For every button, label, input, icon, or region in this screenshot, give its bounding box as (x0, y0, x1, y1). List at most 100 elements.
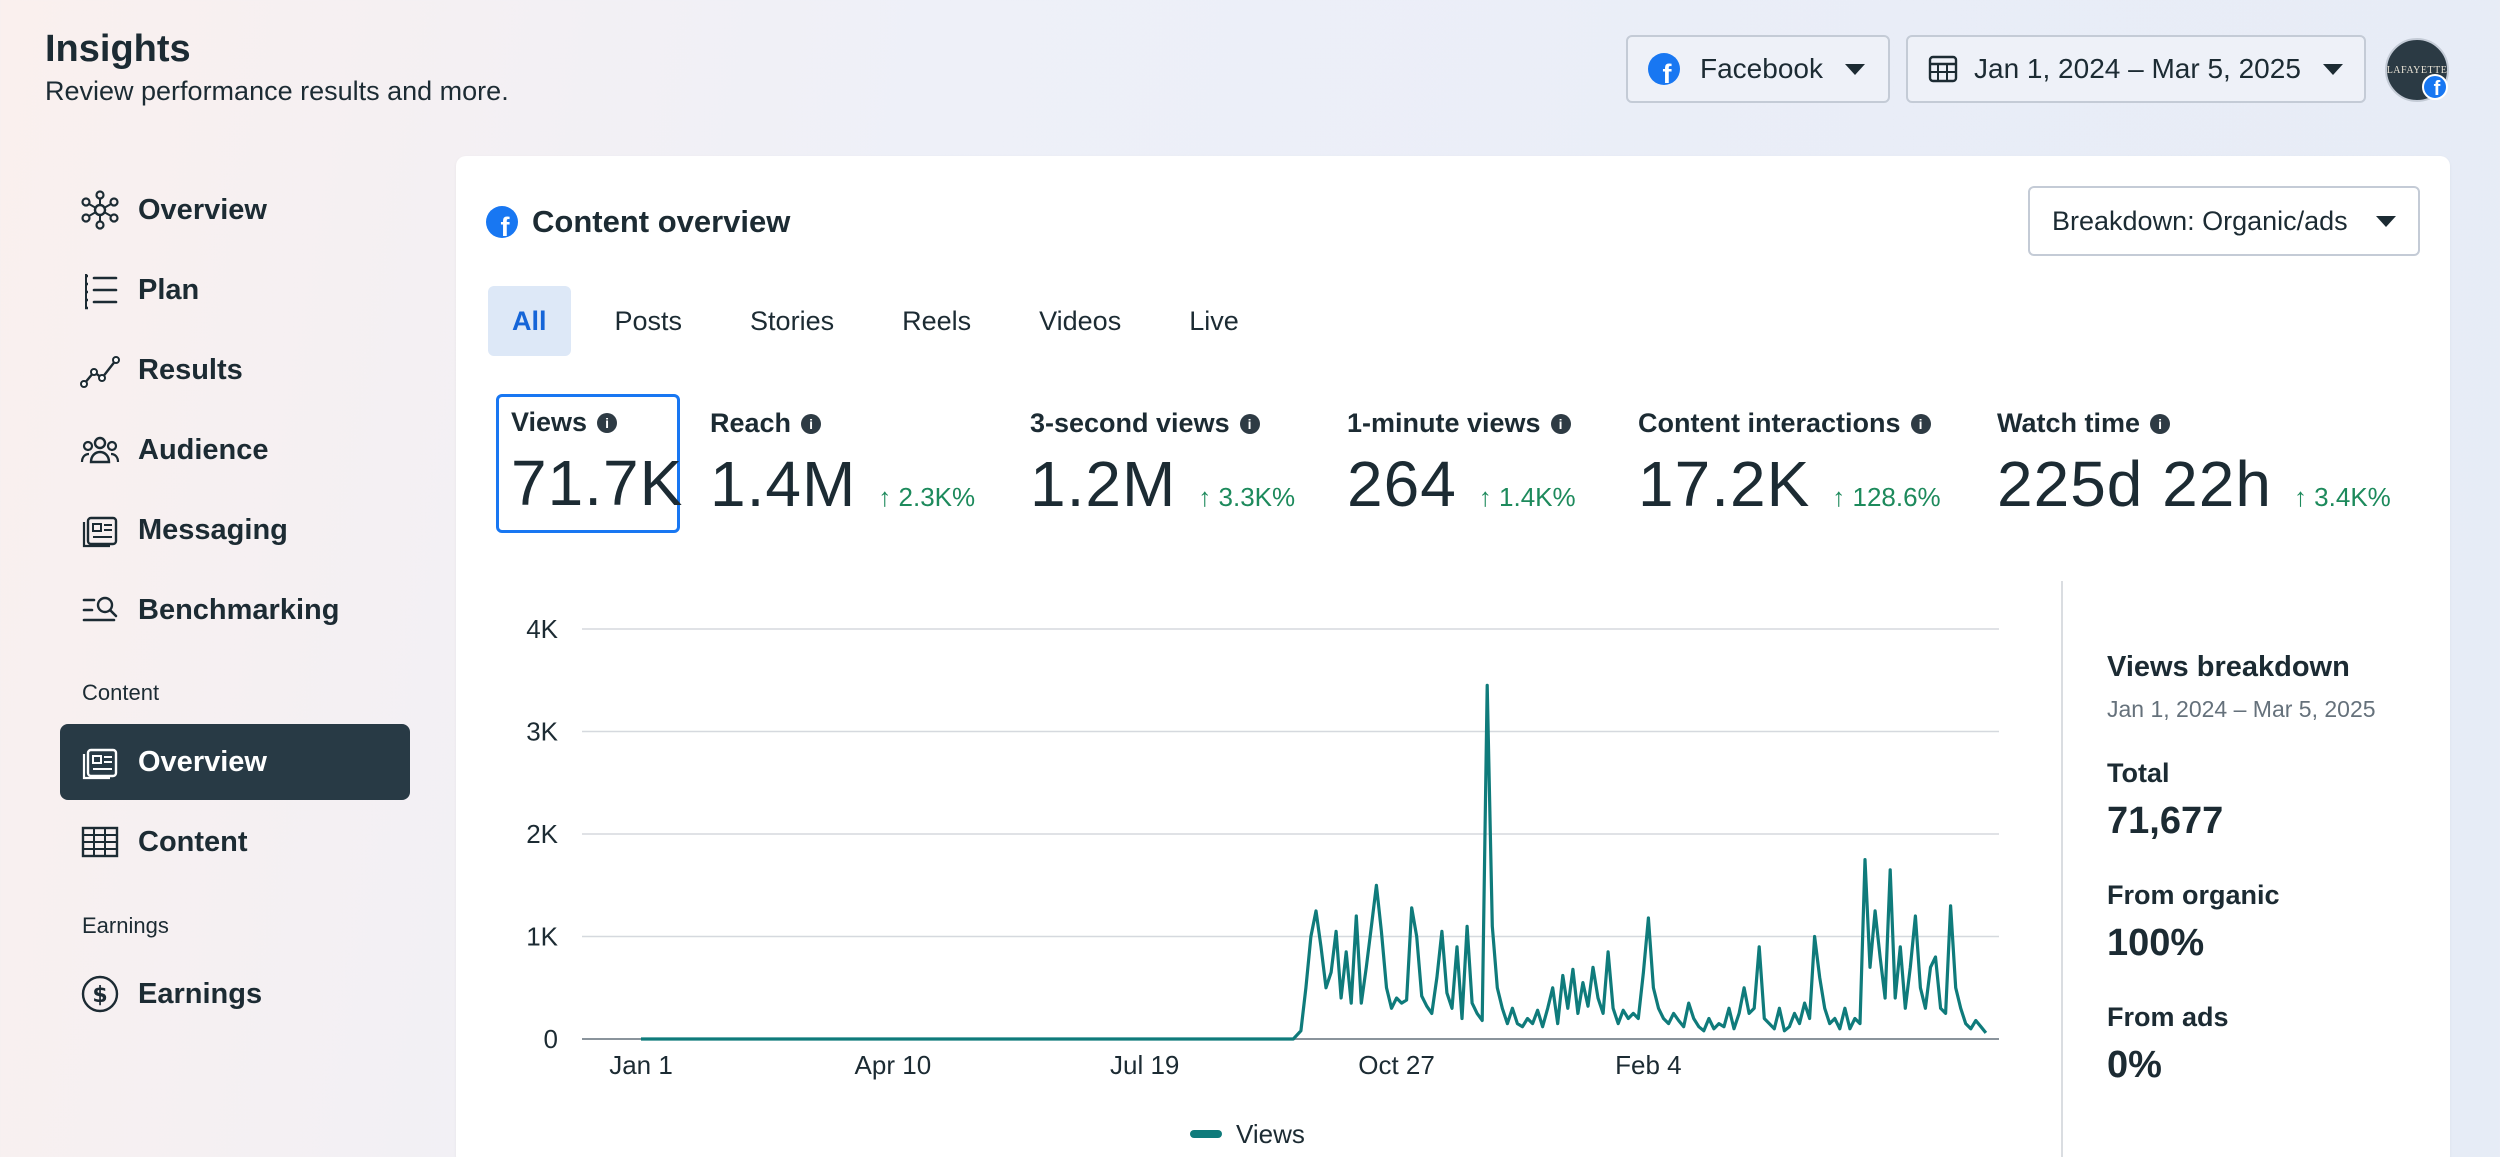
tab-videos[interactable]: Videos (1039, 305, 1122, 336)
divider (2061, 581, 2063, 1157)
metric-change-value: 3.3K% (1218, 482, 1296, 512)
sidebar-section-content: Content (82, 680, 160, 705)
metric-value: 71.7K (511, 447, 684, 519)
breakdown-label: Breakdown: Organic/ads (2052, 205, 2348, 236)
tab-posts[interactable]: Posts (614, 305, 683, 336)
metric-change: ↑ 3.3K% (1198, 482, 1296, 512)
metric-value: 225d 22h (1997, 448, 2272, 520)
trend-icon (80, 350, 120, 390)
content-tabs: All Posts Stories Reels Videos Live (488, 286, 1283, 356)
metric-value: 1.4M (710, 448, 857, 520)
sidebar-item-content[interactable]: Content (60, 804, 410, 880)
date-range-selector[interactable]: Jan 1, 2024 – Mar 5, 2025 (1906, 35, 2366, 103)
table-icon (80, 822, 120, 862)
metric-change-value: 128.6% (1852, 482, 1941, 512)
metric-label: Content interactions (1638, 408, 1901, 438)
sidebar-item-audience[interactable]: Audience (60, 412, 410, 488)
platform-label: Facebook (1700, 53, 1823, 84)
card-title: Content overview (532, 204, 791, 239)
info-icon[interactable]: i (1550, 413, 1571, 434)
svg-text:$: $ (92, 983, 107, 1008)
metric-label: Reach (710, 408, 792, 438)
breakdown-ads-label: From ads (2107, 1002, 2229, 1032)
sidebar-item-label: Overview (138, 745, 267, 778)
metric-content-interactions[interactable]: Content interactions i 17.2K ↑ 128.6% (1638, 408, 1941, 521)
sidebar-item-content-overview[interactable]: Overview (60, 724, 410, 800)
avatar-facebook-badge-icon: f (2422, 74, 2448, 100)
sidebar-item-label: Results (138, 353, 243, 386)
metric-views[interactable]: Views i 71.7K (496, 394, 684, 533)
sidebar-item-results[interactable]: Results (60, 332, 410, 408)
tab-stories[interactable]: Stories (750, 305, 835, 336)
metric-1-minute-views[interactable]: 1-minute views i 264 ↑ 1.4K% (1347, 408, 1576, 521)
x-tick-label: Apr 10 (855, 1050, 932, 1080)
metric-watch-time[interactable]: Watch time i 225d 22h ↑ 3.4K% (1997, 408, 2391, 521)
metric-label: 3-second views (1030, 408, 1230, 438)
metric-change-value: 2.3K% (898, 482, 976, 512)
metric-change-value: 1.4K% (1499, 482, 1576, 512)
date-range-label: Jan 1, 2024 – Mar 5, 2025 (1974, 53, 2301, 84)
caret-down-icon (2322, 63, 2343, 75)
info-icon[interactable]: i (597, 412, 618, 433)
info-icon[interactable]: i (1910, 413, 1931, 434)
x-tick-label: Jul 19 (1110, 1050, 1179, 1080)
facebook-icon: f (486, 206, 518, 238)
sidebar-item-label: Messaging (138, 513, 288, 546)
network-icon (80, 190, 120, 230)
breakdown-total-label: Total (2107, 758, 2170, 788)
message-icon (80, 510, 120, 550)
content-overview-card: f Content overview Breakdown: Organic/ad… (456, 156, 2450, 1157)
metric-value: 17.2K (1638, 448, 1811, 520)
x-tick-label: Jan 1 (609, 1050, 673, 1080)
page-title: Insights (45, 28, 191, 70)
sidebar-item-plan[interactable]: Plan (60, 252, 410, 328)
sidebar-item-benchmarking[interactable]: Benchmarking (60, 572, 410, 648)
views-line-chart: 0 1K 2K 3K 4K Jan 1 Apr 10 Jul 19 Oct 27 Feb 4 Vie… (526, 614, 1999, 1149)
metric-value: 1.2M (1030, 448, 1177, 520)
metric-value: 264 (1347, 448, 1457, 520)
metric-label: Watch time (1997, 408, 2141, 438)
info-icon[interactable]: i (2150, 413, 2171, 434)
breakdown-dropdown[interactable]: Breakdown: Organic/ads (2028, 186, 2420, 256)
sidebar-item-label: Audience (138, 433, 269, 466)
avatar[interactable]: LAFAYETTE (2385, 38, 2449, 102)
metric-change: ↑ 3.4K% (2293, 482, 2391, 512)
sidebar-item-label: Content (138, 825, 248, 858)
breakdown-ads-value: 0% (2107, 1044, 2162, 1086)
series-line-views (641, 683, 1988, 1041)
dollar-icon: $ (80, 974, 120, 1014)
breakdown-date: Jan 1, 2024 – Mar 5, 2025 (2107, 696, 2376, 722)
platform-selector[interactable]: f Facebook (1626, 35, 1890, 103)
breakdown-title: Views breakdown (2107, 651, 2350, 683)
x-tick-label: Oct 27 (1358, 1050, 1435, 1080)
y-tick-label: 2K (526, 819, 558, 849)
y-tick-label: 0 (544, 1024, 558, 1054)
info-icon[interactable]: i (1239, 413, 1260, 434)
caret-down-icon (2376, 215, 2396, 227)
tab-live[interactable]: Live (1189, 305, 1239, 336)
legend-label: Views (1236, 1119, 1305, 1149)
sidebar-item-label: Earnings (138, 977, 263, 1010)
metric-change: ↑ 2.3K% (878, 482, 976, 512)
list-icon (80, 270, 120, 310)
y-tick-label: 4K (526, 614, 558, 644)
tab-all[interactable]: All (488, 286, 571, 356)
facebook-icon: f (1648, 53, 1680, 85)
tab-reels[interactable]: Reels (902, 305, 972, 336)
content-overview-icon (80, 742, 120, 782)
sidebar-item-label: Overview (138, 193, 267, 226)
avatar-text: LAFAYETTE (2386, 64, 2448, 76)
y-tick-label: 3K (526, 717, 558, 747)
metric-reach[interactable]: Reach i 1.4M ↑ 2.3K% (710, 408, 975, 521)
caret-down-icon (1844, 63, 1865, 75)
x-tick-label: Feb 4 (1615, 1050, 1682, 1080)
sidebar-item-earnings[interactable]: $ Earnings (60, 956, 410, 1032)
sidebar-item-overview[interactable]: Overview (60, 172, 410, 248)
breakdown-organic-value: 100% (2107, 922, 2205, 964)
sidebar-item-label: Plan (138, 273, 200, 306)
sidebar-item-messaging[interactable]: Messaging (60, 492, 410, 568)
metric-change-value: 3.4K% (2314, 482, 2391, 512)
metric-3-second-views[interactable]: 3-second views i 1.2M ↑ 3.3K% (1030, 408, 1295, 521)
breakdown-total-value: 71,677 (2107, 800, 2224, 842)
info-icon[interactable]: i (801, 413, 822, 434)
